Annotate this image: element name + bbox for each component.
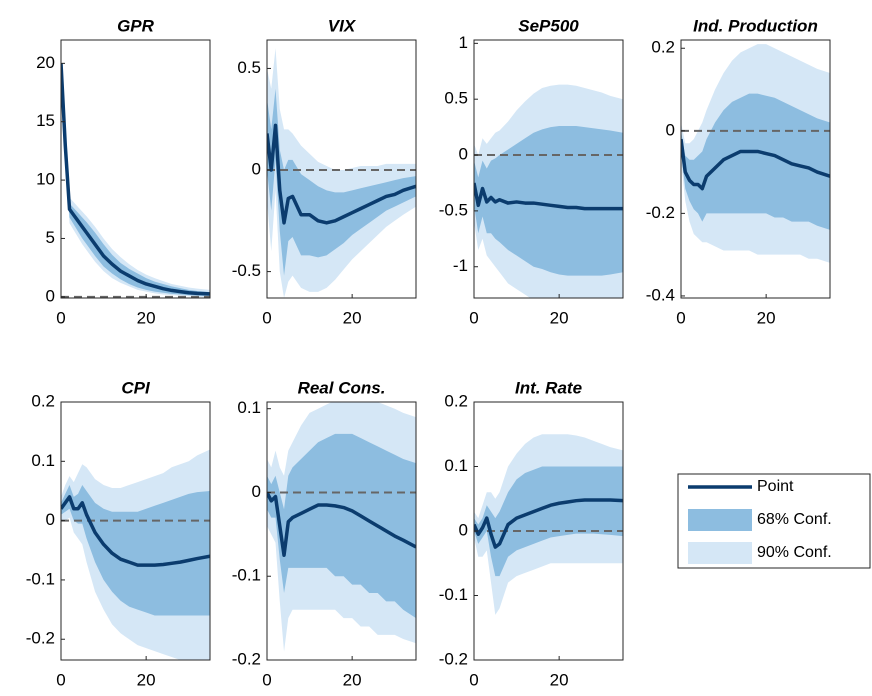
plot-area (681, 44, 830, 263)
point-line (474, 498, 623, 549)
x-tick-label: 0 (469, 308, 478, 327)
y-tick-label: 0.2 (444, 391, 468, 410)
confidence-band (267, 433, 416, 619)
x-tick-label: 20 (550, 308, 569, 327)
chart-title: SeP500 (518, 16, 579, 35)
confidence-band (474, 126, 623, 276)
y-tick-label: 5 (46, 228, 55, 247)
subplot: -0.2 -0.1 0 0.1 0.2 0 20 CPI (26, 378, 211, 689)
subplot: -0.5 0 0.5 0 20 VIX (232, 16, 417, 327)
legend: Point 68% Conf. 90% Conf. (677, 473, 871, 569)
y-tick-label: -0.4 (646, 285, 675, 304)
x-tick-label: 0 (56, 308, 65, 327)
y-tick-label: 0 (46, 510, 55, 529)
y-tick-label: -0.2 (646, 203, 675, 222)
subplot: 0 5 10 15 20 0 20 GPR (36, 16, 211, 327)
y-tick-label: 0.1 (237, 398, 261, 417)
x-tick-label: 0 (56, 670, 65, 689)
chart-title: Int. Rate (515, 378, 582, 397)
y-tick-label: 0.5 (237, 58, 261, 77)
y-tick-label: -0.2 (26, 629, 55, 648)
y-tick-label: 0 (46, 286, 55, 305)
legend-swatch (688, 509, 752, 531)
y-tick-label: 0.1 (444, 456, 468, 475)
y-tick-label: -0.2 (439, 649, 468, 668)
y-tick-label: 0.2 (651, 38, 675, 57)
subplot: -1 -0.5 0 0.5 1 0 20 SeP500 (439, 16, 624, 327)
x-tick-label: 20 (757, 308, 776, 327)
y-tick-label: 0 (252, 160, 261, 179)
y-tick-label: 15 (36, 111, 55, 130)
point-line (681, 138, 830, 191)
legend-label: 68% Conf. (757, 511, 832, 528)
y-tick-label: -0.1 (439, 585, 468, 604)
x-tick-label: 0 (469, 670, 478, 689)
point-line (267, 123, 416, 225)
axes-box (680, 39, 831, 299)
axes-box (60, 39, 211, 299)
confidence-band (61, 63, 210, 298)
y-tick-label: 0.2 (31, 391, 55, 410)
y-tick-label: -1 (453, 256, 468, 275)
axes-box (266, 401, 417, 661)
axes-box (473, 39, 624, 299)
plot-area (267, 402, 416, 652)
y-tick-label: 0 (459, 520, 468, 539)
y-tick-label: -0.2 (232, 649, 261, 668)
legend-swatch (688, 542, 752, 564)
legend-label: 90% Conf. (757, 544, 832, 561)
plot-area (61, 449, 210, 660)
confidence-band (474, 466, 623, 577)
point-line (474, 182, 623, 211)
y-tick-label: -0.5 (232, 261, 261, 280)
confidence-band (61, 485, 210, 616)
x-tick-label: 0 (262, 670, 271, 689)
chart-title: GPR (117, 16, 155, 35)
y-tick-label: 0 (666, 120, 675, 139)
axes-box (266, 39, 417, 299)
y-tick-label: 0.1 (31, 451, 55, 470)
x-tick-label: 0 (676, 308, 685, 327)
x-tick-label: 20 (137, 308, 156, 327)
chart-title: CPI (121, 378, 151, 397)
y-tick-label: 20 (36, 53, 55, 72)
plot-area (474, 84, 623, 298)
y-tick-label: -0.5 (439, 200, 468, 219)
y-tick-label: 10 (36, 170, 55, 189)
y-tick-label: 1 (459, 33, 468, 52)
plot-area (474, 434, 623, 615)
legend-label: Point (757, 478, 794, 495)
axes-box (60, 401, 211, 661)
point-line (267, 491, 416, 558)
confidence-band (681, 93, 830, 230)
subplot: -0.2 -0.1 0 0.1 0 20 Real Cons. (232, 378, 417, 689)
chart-title: Real Cons. (298, 378, 386, 397)
x-tick-label: 20 (550, 670, 569, 689)
y-tick-label: 0 (252, 482, 261, 501)
x-tick-label: 0 (262, 308, 271, 327)
chart-title: VIX (328, 16, 357, 35)
point-line (61, 63, 210, 296)
subplot: -0.4 -0.2 0 0.2 0 20 Ind. Production (646, 16, 831, 327)
confidence-band (267, 88, 416, 276)
x-tick-label: 20 (137, 670, 156, 689)
y-tick-label: -0.1 (26, 569, 55, 588)
plot-area (61, 63, 210, 298)
x-tick-label: 20 (343, 308, 362, 327)
y-tick-label: 0 (459, 145, 468, 164)
confidence-band (61, 63, 210, 297)
plot-area (267, 48, 416, 298)
y-tick-label: -0.1 (232, 566, 261, 585)
y-tick-label: 0.5 (444, 89, 468, 108)
chart-title: Ind. Production (693, 16, 818, 35)
x-tick-label: 20 (343, 670, 362, 689)
point-line (61, 495, 210, 567)
subplot: -0.2 -0.1 0 0.1 0.2 0 20 Int. Rate (439, 378, 624, 689)
